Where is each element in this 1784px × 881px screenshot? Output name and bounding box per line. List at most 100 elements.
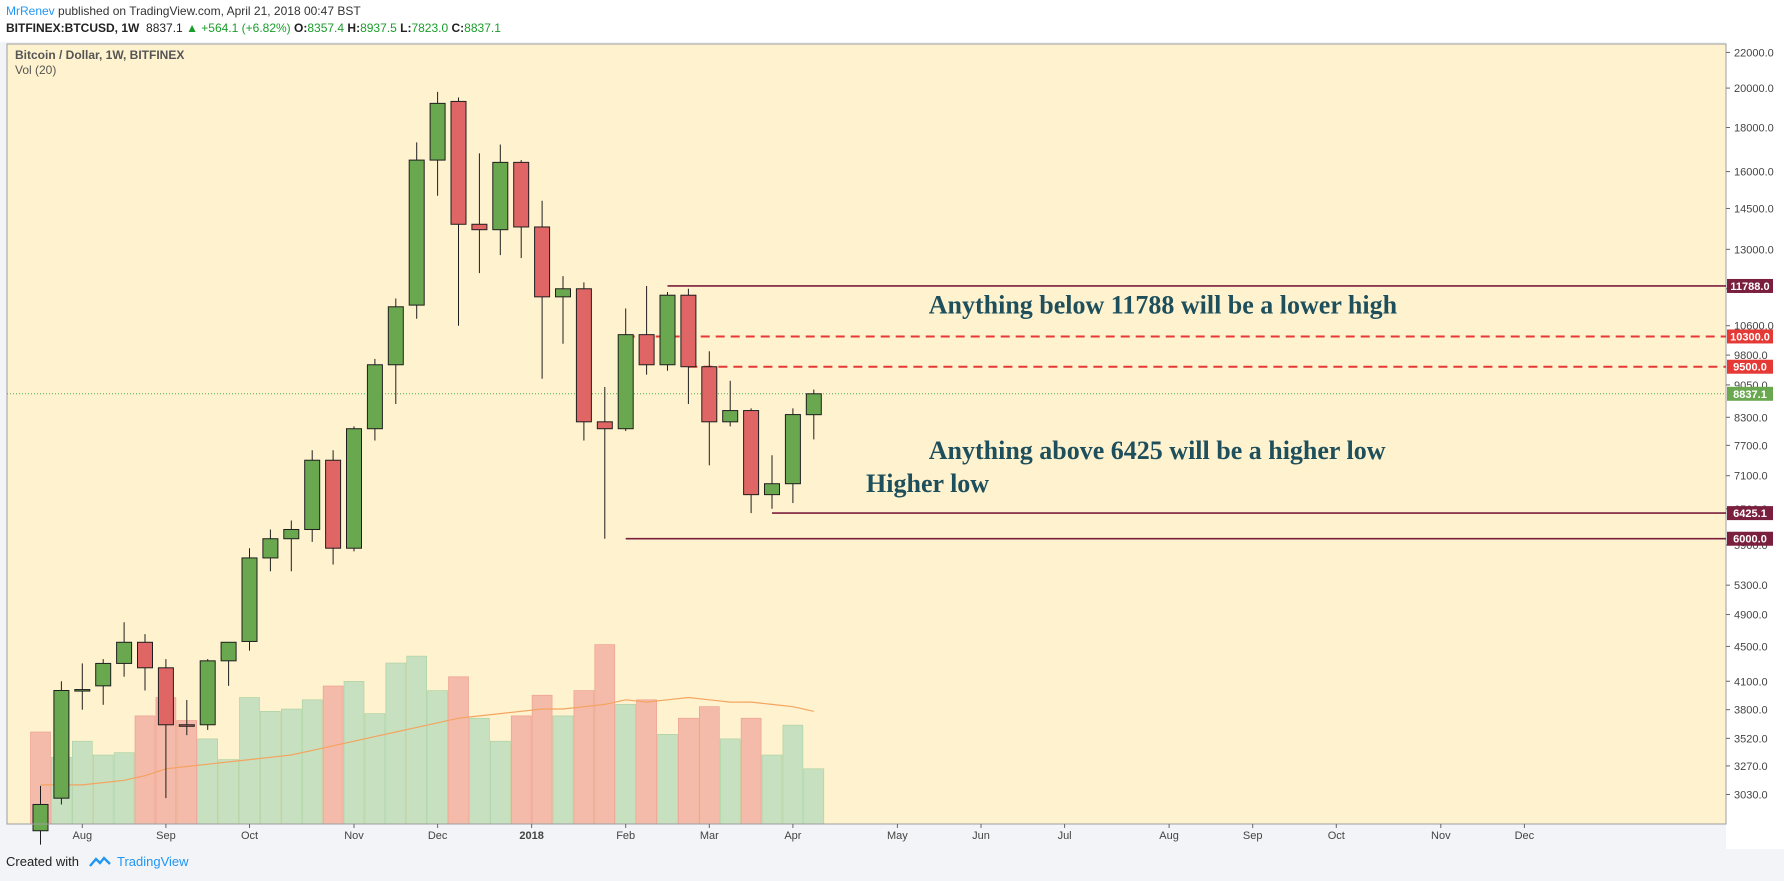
- candle[interactable]: [241, 557, 258, 642]
- volume-bar: [573, 690, 595, 825]
- candle[interactable]: [157, 667, 174, 726]
- candle[interactable]: [178, 724, 195, 727]
- price-axis-background: [1726, 42, 1784, 849]
- volume-bar: [469, 717, 490, 825]
- time-tick-label: Aug: [1159, 830, 1179, 842]
- volume-bar: [678, 717, 699, 825]
- volume-bar: [72, 740, 93, 825]
- candle[interactable]: [387, 306, 404, 366]
- price-badges: 11788.0 10300.0 9500.0 6425.1 6000.0 8837.1: [1727, 278, 1773, 546]
- candle[interactable]: [638, 334, 655, 366]
- created-with-text: Created with: [6, 854, 79, 869]
- price-badge: [1727, 506, 1773, 521]
- candle[interactable]: [492, 161, 509, 231]
- candle[interactable]: [429, 102, 446, 161]
- candle[interactable]: [199, 660, 216, 726]
- candle[interactable]: [262, 538, 279, 559]
- candle[interactable]: [534, 226, 551, 298]
- close-value: 8837.1: [464, 21, 501, 35]
- candle[interactable]: [805, 393, 822, 416]
- low-label: L:: [400, 21, 412, 35]
- price-badge-label: 9500.0: [1733, 362, 1767, 374]
- candle[interactable]: [513, 161, 530, 228]
- candle[interactable]: [366, 364, 383, 430]
- price-tick-label: 3520.0: [1734, 733, 1768, 745]
- volume-bar: [113, 752, 135, 825]
- time-tick-label: Sep: [1243, 830, 1263, 842]
- candle[interactable]: [408, 159, 425, 306]
- publication-line: MrRenev published on TradingView.com, Ap…: [6, 4, 361, 18]
- price-badge-label: 8837.1: [1733, 389, 1767, 401]
- price-tick-label: 22000.0: [1734, 47, 1774, 59]
- volume-bar: [719, 738, 741, 825]
- candle[interactable]: [74, 689, 91, 692]
- candle[interactable]: [116, 641, 133, 664]
- volume-bar: [594, 644, 616, 825]
- volume-bar: [134, 715, 156, 825]
- candle[interactable]: [53, 689, 70, 799]
- level-lines: [625, 285, 1726, 540]
- time-tick-label: Nov: [344, 830, 364, 842]
- candle[interactable]: [555, 288, 571, 298]
- candle[interactable]: [283, 528, 300, 540]
- price-badge: [1727, 278, 1773, 293]
- candle[interactable]: [701, 366, 718, 423]
- price-chart[interactable]: Anything below 11788 will be a lower hig…: [0, 42, 1784, 849]
- price-tick-label: 5300.0: [1734, 580, 1768, 592]
- volume-bar: [740, 717, 762, 825]
- candle[interactable]: [764, 483, 780, 496]
- volume-bar: [489, 740, 511, 825]
- high-label: H:: [347, 21, 361, 35]
- candle[interactable]: [325, 459, 342, 549]
- time-tick-label: Oct: [241, 830, 258, 842]
- price-change: ▲ +564.1 (+6.82%): [186, 21, 291, 35]
- candle[interactable]: [617, 334, 634, 430]
- candle[interactable]: [784, 414, 801, 485]
- volume-bar: [260, 710, 281, 825]
- volume-bar: [427, 690, 448, 825]
- price-badge: [1727, 531, 1773, 546]
- close-label: C:: [451, 21, 465, 35]
- candle[interactable]: [220, 641, 237, 662]
- candle[interactable]: [137, 641, 153, 669]
- author-link[interactable]: MrRenev: [6, 4, 55, 18]
- time-tick-label: Aug: [73, 830, 93, 842]
- low-value: 7823.0: [411, 21, 449, 35]
- time-tick-label: May: [887, 830, 908, 842]
- volume-bar: [782, 724, 804, 825]
- volume-bar: [636, 699, 657, 825]
- price-tick-label: 16000.0: [1734, 167, 1774, 179]
- candle[interactable]: [346, 428, 362, 549]
- time-tick-label: Sep: [156, 830, 176, 842]
- volume-bars: [30, 644, 825, 825]
- price-tick-label: 7700.0: [1734, 440, 1768, 452]
- candle[interactable]: [471, 223, 488, 231]
- price-tick-label: 14500.0: [1734, 203, 1774, 215]
- volume-bar: [343, 681, 365, 825]
- price-tick-label: 20000.0: [1734, 83, 1774, 95]
- candle[interactable]: [680, 294, 697, 368]
- candle[interactable]: [95, 662, 112, 687]
- annotations: Anything below 11788 will be a lower hig…: [866, 291, 1398, 498]
- candle[interactable]: [450, 100, 467, 225]
- candle[interactable]: [32, 803, 49, 832]
- candle[interactable]: [722, 410, 739, 423]
- time-axis[interactable]: Aug Sep Oct Nov Dec 2018 Feb Mar Apr May Jun Jul Aug…: [7, 823, 1726, 842]
- volume-bar: [301, 699, 323, 825]
- candle[interactable]: [659, 294, 676, 366]
- time-tick-label: Oct: [1328, 830, 1345, 842]
- candles[interactable]: [32, 91, 822, 845]
- footer: Created with TradingView: [6, 854, 189, 869]
- candle[interactable]: [596, 421, 613, 430]
- price-badge: [1727, 329, 1773, 344]
- candle[interactable]: [575, 288, 592, 423]
- candle[interactable]: [304, 459, 321, 530]
- time-tick-label: Feb: [616, 830, 635, 842]
- candle[interactable]: [743, 410, 760, 496]
- time-tick-label: Jul: [1058, 830, 1072, 842]
- price-badge-label: 6000.0: [1733, 534, 1767, 546]
- symbol-ohlc-line: BITFINEX:BTCUSD, 1W 8837.1 ▲ +564.1 (+6.…: [6, 21, 501, 35]
- published-text: published on TradingView.com, April 21, …: [54, 4, 361, 18]
- tradingview-link[interactable]: TradingView: [116, 854, 189, 869]
- annotation-text: Anything above 6425 will be a higher low: [929, 436, 1386, 465]
